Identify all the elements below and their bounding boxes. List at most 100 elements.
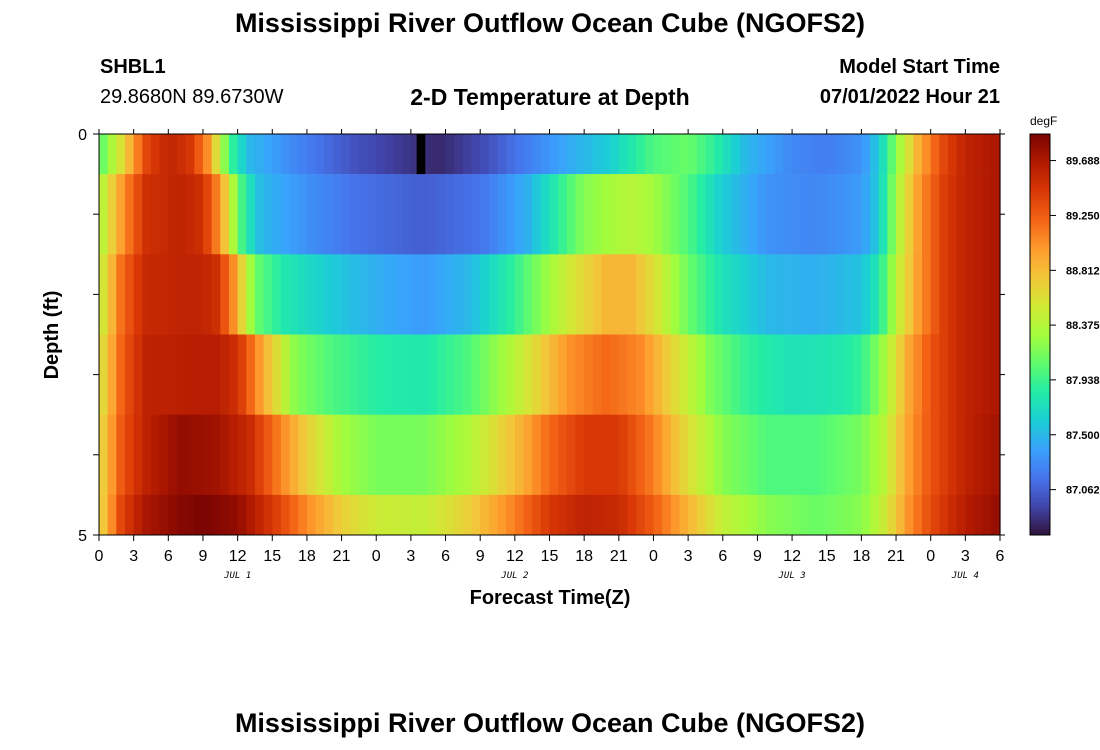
heatmap-cell xyxy=(714,254,724,335)
heatmap-cell xyxy=(237,134,247,175)
heatmap-cell xyxy=(254,254,265,335)
heatmap-cell xyxy=(133,494,143,536)
heatmap-cell xyxy=(878,174,888,255)
heatmap-cell xyxy=(774,254,785,335)
heatmap-cell xyxy=(748,254,759,335)
x-tick-label: 21 xyxy=(610,548,628,565)
heatmap-cell xyxy=(818,334,828,415)
heatmap-cell xyxy=(332,414,343,496)
heatmap-cell xyxy=(540,174,551,255)
heatmap-cell xyxy=(523,174,533,255)
heatmap-cell xyxy=(107,494,117,536)
heatmap-cell xyxy=(904,134,914,175)
heatmap-cell xyxy=(202,134,213,175)
colorbar-tick-label: 87.062 xyxy=(1066,485,1100,497)
heatmap-cell xyxy=(462,494,473,536)
heatmap-cell xyxy=(636,494,646,536)
heatmap-cell xyxy=(471,134,481,175)
heatmap-cell xyxy=(956,494,966,536)
heatmap-cell xyxy=(393,414,403,496)
heatmap-cell xyxy=(462,254,473,335)
heatmap-cell xyxy=(393,254,403,335)
heatmap-cell xyxy=(341,174,351,255)
heatmap-cell xyxy=(506,334,516,415)
heatmap-cell xyxy=(436,494,447,536)
heatmap-cell xyxy=(618,174,629,255)
heatmap-cell xyxy=(289,494,299,536)
heatmap-cell xyxy=(332,134,343,175)
heatmap-cell xyxy=(705,414,715,496)
heatmap-cell xyxy=(116,134,126,175)
heatmap-cell xyxy=(575,494,585,536)
heatmap-cell xyxy=(904,254,914,335)
heatmap-cell xyxy=(263,134,273,175)
heatmap-cell xyxy=(549,134,559,175)
heatmap-cell xyxy=(324,494,334,536)
heatmap-cell xyxy=(289,174,299,255)
heatmap-cell xyxy=(298,134,308,175)
heatmap-cell xyxy=(220,174,230,255)
heatmap-cell xyxy=(670,494,681,536)
heatmap-cell xyxy=(584,494,594,536)
heatmap-cell xyxy=(965,254,975,335)
heatmap-cell xyxy=(194,494,204,536)
heatmap-cell xyxy=(627,494,637,536)
y-axis-label: Depth (ft) xyxy=(41,291,63,380)
heatmap-cell xyxy=(454,174,464,255)
heatmap-cell xyxy=(454,134,464,175)
heatmap-cell xyxy=(991,134,1001,175)
heatmap-cell xyxy=(306,334,317,415)
heatmap-cell xyxy=(939,334,949,415)
heatmap-cell xyxy=(194,414,204,496)
heatmap-cell xyxy=(636,174,646,255)
heatmap-cell xyxy=(358,414,369,496)
heatmap-cell xyxy=(558,134,568,175)
heatmap-cell xyxy=(298,174,308,255)
heatmap-cell xyxy=(445,134,455,175)
heatmap-cell xyxy=(688,174,698,255)
heatmap-cell xyxy=(367,254,377,335)
heatmap-cell xyxy=(298,334,308,415)
heatmap-cell xyxy=(350,414,360,496)
x-tick-label: 6 xyxy=(441,548,450,565)
heatmap-cell xyxy=(774,494,785,536)
heatmap-cell xyxy=(445,174,455,255)
heatmap-cell xyxy=(237,494,247,536)
heatmap-cell xyxy=(974,414,984,496)
heatmap-cell xyxy=(688,334,698,415)
heatmap-cell xyxy=(514,414,525,496)
heatmap-cell xyxy=(194,174,204,255)
x-tick-label: 12 xyxy=(229,548,247,565)
heatmap-cell xyxy=(991,334,1001,415)
heatmap-cell xyxy=(211,174,221,255)
colorbar-units: degF xyxy=(1030,114,1057,128)
heatmap-cell xyxy=(454,414,464,496)
heatmap-cell xyxy=(298,254,308,335)
heatmap-cell xyxy=(107,414,117,496)
heatmap-cell xyxy=(358,134,369,175)
heatmap-cell xyxy=(800,174,810,255)
heatmap-cell xyxy=(376,414,386,496)
heatmap-cell xyxy=(384,134,395,175)
heatmap-cell xyxy=(514,174,525,255)
heatmap-cell xyxy=(809,174,819,255)
heatmap-cell xyxy=(176,254,187,335)
heatmap-cell xyxy=(99,254,109,335)
heatmap-cell xyxy=(376,334,386,415)
heatmap-cell xyxy=(228,174,239,255)
heatmap-cell xyxy=(670,134,681,175)
heatmap-cell xyxy=(350,134,360,175)
heatmap-cell xyxy=(740,414,750,496)
heatmap-cell xyxy=(263,414,273,496)
heatmap-cell xyxy=(982,254,992,335)
heatmap-cell xyxy=(610,494,620,536)
heatmap-cell xyxy=(774,414,785,496)
heatmap-cell xyxy=(202,494,213,536)
heatmap-cell xyxy=(237,414,247,496)
heatmap-cell xyxy=(358,334,369,415)
heatmap-cell xyxy=(566,254,577,335)
heatmap-cell xyxy=(298,414,308,496)
heatmap-cell xyxy=(844,134,854,175)
x-tick-label: 12 xyxy=(506,548,524,565)
x-tick-label: 15 xyxy=(541,548,559,565)
